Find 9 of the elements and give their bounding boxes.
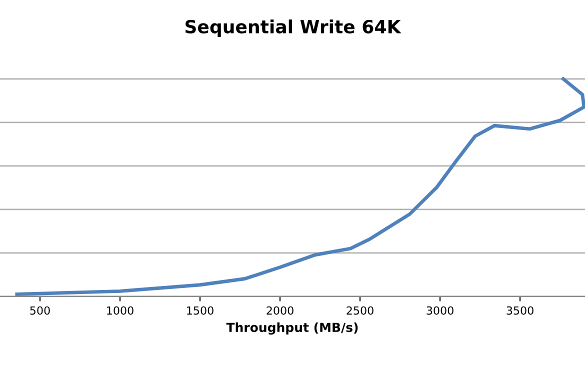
chart-title: Sequential Write 64K [186,20,402,37]
x-axis-title: Throughput (MB/s) [226,322,358,335]
x-tick-label: 500 [30,306,50,315]
x-tick-label: 1500 [187,306,214,315]
x-tick-label: 3000 [426,306,454,315]
x-tick-label: 3500 [506,306,534,315]
x-tick-label: 1000 [107,306,134,315]
x-tick-label: 2500 [346,306,374,315]
x-tick-label: 2000 [266,306,294,315]
